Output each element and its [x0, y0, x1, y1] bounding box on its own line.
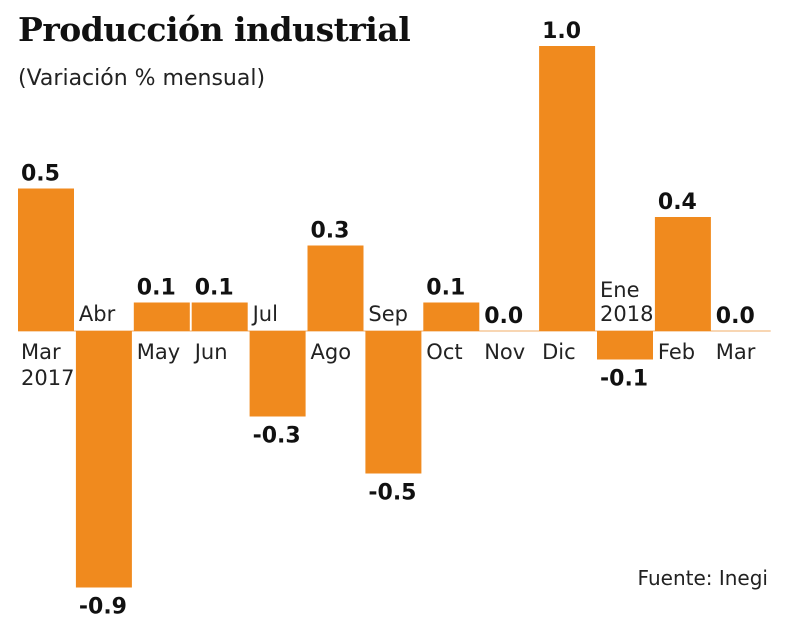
- category-label: Mar: [716, 340, 756, 364]
- value-label: 0.1: [137, 276, 176, 301]
- value-label: 0.1: [426, 276, 465, 301]
- category-label: Jul: [251, 302, 278, 326]
- bar: [249, 331, 306, 417]
- value-label: 0.0: [484, 304, 523, 329]
- category-label: Mar: [21, 340, 61, 364]
- bar: [18, 188, 74, 331]
- value-label: -0.5: [368, 481, 416, 506]
- category-label: Ene: [600, 278, 640, 302]
- bar: [307, 245, 364, 331]
- bar: [539, 46, 596, 331]
- source-note: Fuente: Inegi: [637, 566, 768, 590]
- bar: [597, 331, 653, 360]
- category-label: Jun: [193, 340, 228, 364]
- value-label: 0.0: [716, 304, 755, 329]
- category-label: 2018: [600, 302, 653, 326]
- value-label: 0.4: [658, 190, 697, 215]
- bar: [654, 217, 711, 331]
- value-label: 0.3: [311, 219, 350, 244]
- value-label: 0.1: [195, 276, 234, 301]
- category-label: Nov: [484, 340, 525, 364]
- category-label: 2017: [21, 366, 74, 390]
- category-label: Abr: [79, 302, 116, 326]
- bar: [365, 331, 422, 474]
- category-label: Dic: [542, 340, 576, 364]
- category-label: May: [137, 340, 180, 364]
- bar: [191, 302, 248, 331]
- category-label: Ago: [311, 340, 352, 364]
- bar: [75, 331, 132, 588]
- category-label: Sep: [368, 302, 408, 326]
- bar: [423, 302, 480, 331]
- value-label: 1.0: [542, 19, 581, 44]
- bar: [133, 302, 190, 331]
- value-label: -0.3: [253, 424, 301, 449]
- value-label: -0.1: [600, 367, 648, 392]
- value-label: 0.5: [21, 162, 60, 187]
- category-label: Oct: [426, 340, 462, 364]
- chart-title: Producción industrial: [18, 10, 411, 49]
- value-label: -0.9: [79, 595, 127, 620]
- category-label: Feb: [658, 340, 695, 364]
- chart-subtitle: (Variación % mensual): [18, 66, 266, 91]
